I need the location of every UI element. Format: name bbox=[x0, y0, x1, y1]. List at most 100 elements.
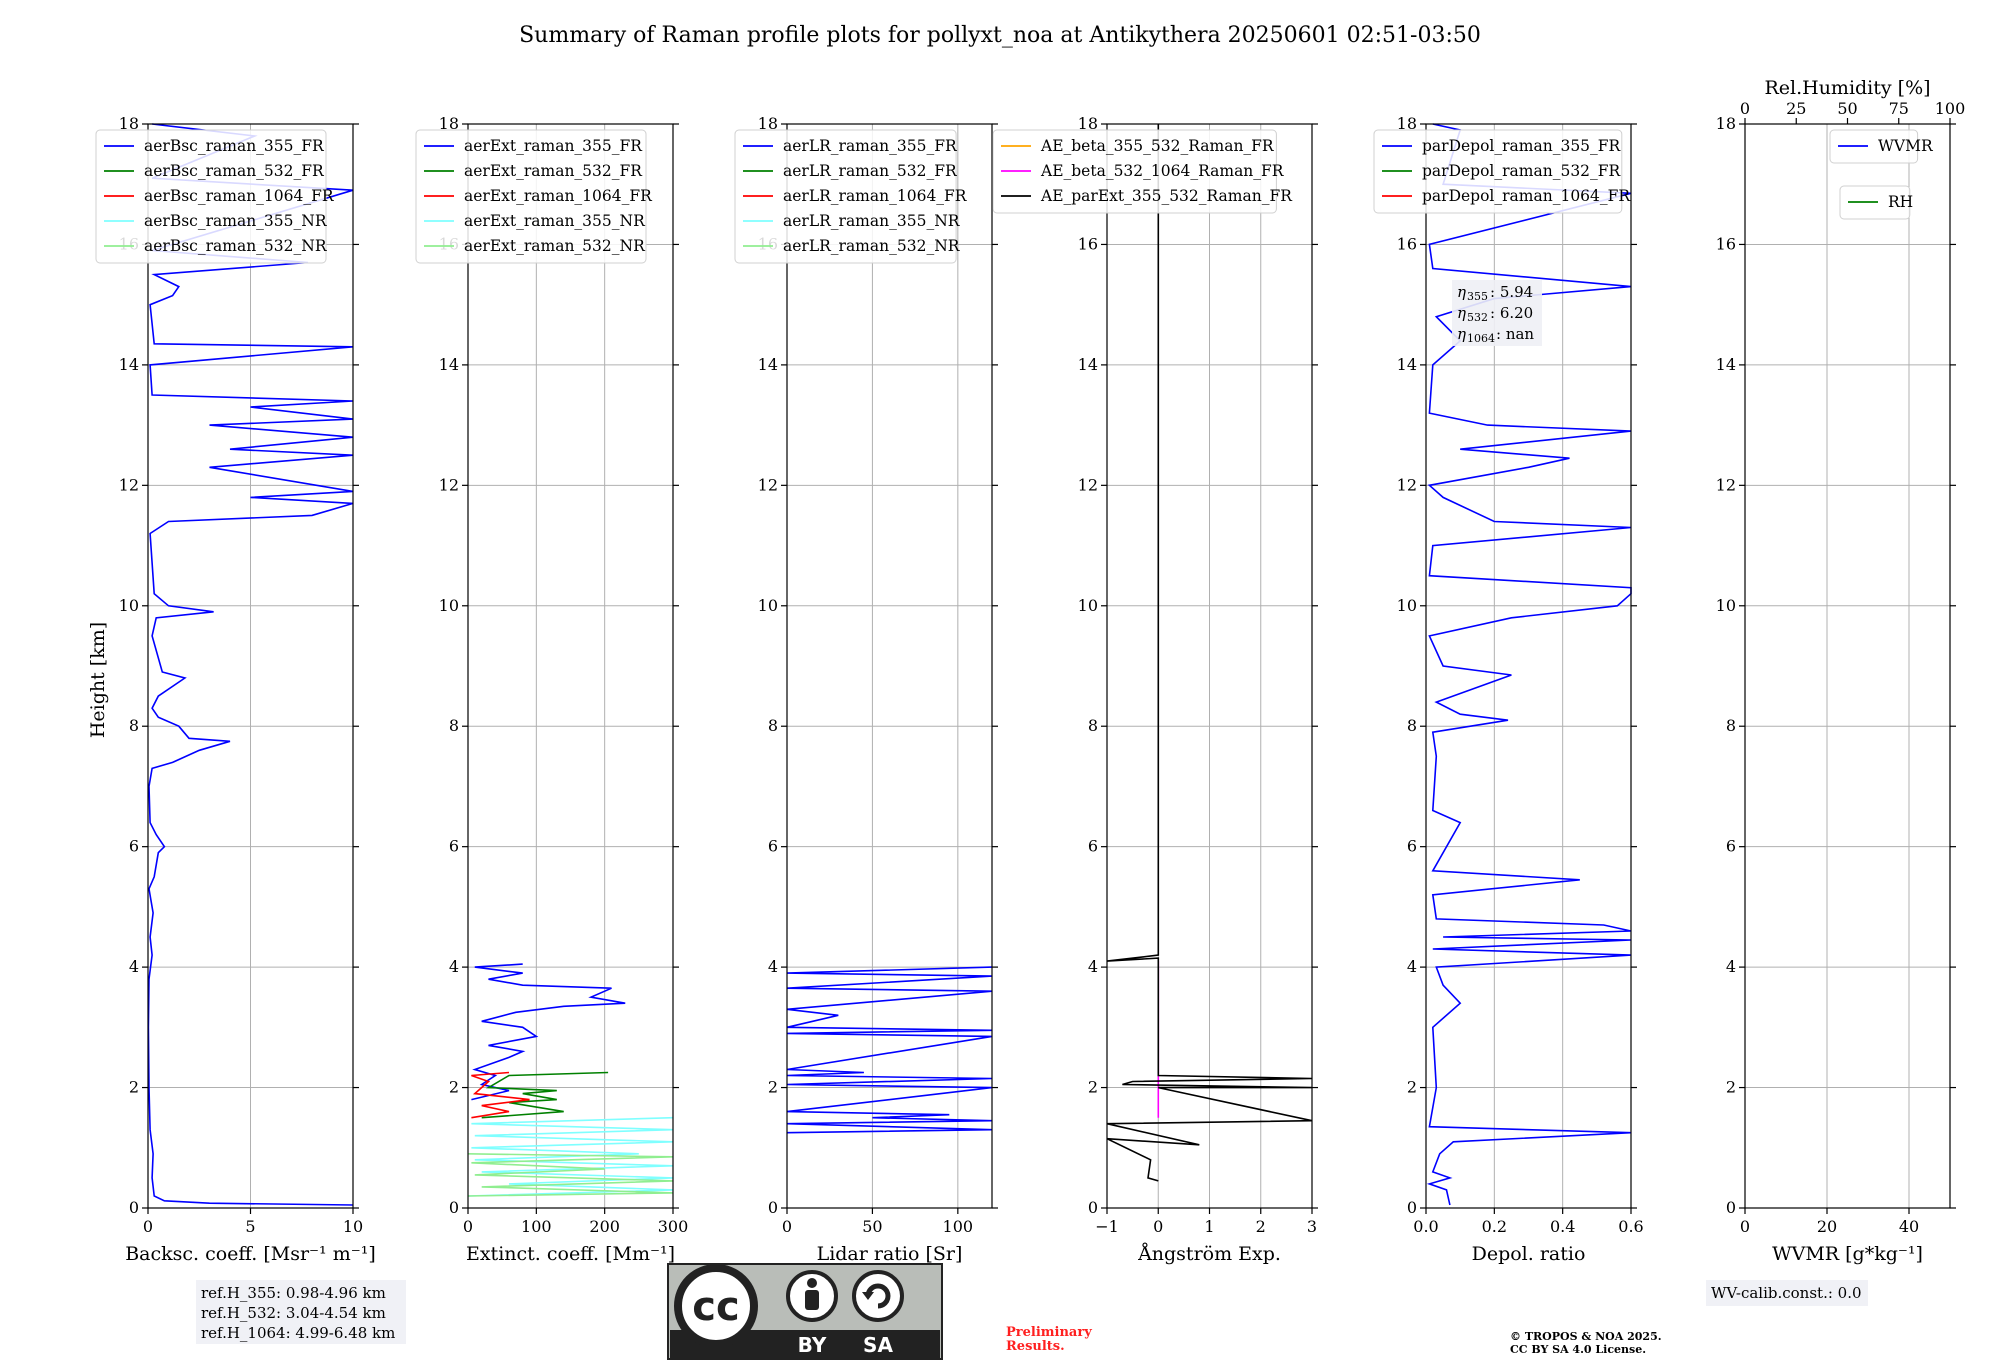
legend-box bbox=[415, 129, 647, 264]
top-tick-label: 100 bbox=[1935, 99, 1966, 118]
series-line-aerExt_raman_355_FR bbox=[471, 963, 626, 1101]
y-tick-label: 10 bbox=[1397, 596, 1417, 615]
preliminary-line-2: Results. bbox=[1006, 1339, 1065, 1354]
y-tick-label: 14 bbox=[119, 355, 139, 374]
legend-label: aerBsc_raman_355_NR bbox=[144, 212, 328, 230]
y-tick-label: 18 bbox=[758, 114, 778, 133]
legend-label: aerBsc_raman_1064_FR bbox=[144, 187, 335, 205]
legend-label: aerExt_raman_532_FR bbox=[464, 162, 643, 180]
wv-calib-text: WV-calib.const.: 0.0 bbox=[1711, 1284, 1862, 1302]
y-tick-label: 6 bbox=[449, 837, 459, 856]
legend-label: aerLR_raman_532_NR bbox=[783, 237, 961, 255]
y-tick-label: 2 bbox=[129, 1078, 139, 1097]
y-tick-label: 18 bbox=[119, 114, 139, 133]
y-tick-label: 10 bbox=[119, 596, 139, 615]
legend-label: parDepol_raman_1064_FR bbox=[1422, 187, 1631, 205]
y-tick-label: 8 bbox=[1088, 716, 1098, 735]
legend-label: aerExt_raman_355_FR bbox=[464, 137, 643, 155]
x-tick-label: 3 bbox=[1307, 1217, 1317, 1236]
panels: 0246810121416180510Backsc. coeff. [Msr⁻¹… bbox=[95, 77, 1966, 1265]
y-tick-label: 12 bbox=[758, 475, 778, 494]
y-tick-label: 8 bbox=[768, 716, 778, 735]
x-tick-label: 0.6 bbox=[1618, 1217, 1643, 1236]
y-tick-label: 8 bbox=[1726, 716, 1736, 735]
legend-box bbox=[1829, 129, 1919, 164]
top-tick-label: 50 bbox=[1837, 99, 1857, 118]
y-tick-label: 12 bbox=[1397, 475, 1417, 494]
y-tick-label: 6 bbox=[1407, 837, 1417, 856]
series-line-aerLR_raman_355_FR bbox=[786, 966, 993, 1134]
y-tick-label: 8 bbox=[129, 716, 139, 735]
y-tick-label: 0 bbox=[1407, 1198, 1417, 1217]
y-tick-label: 4 bbox=[768, 957, 778, 976]
legend-label: parDepol_raman_355_FR bbox=[1422, 137, 1622, 155]
y-tick-label: 10 bbox=[1078, 596, 1098, 615]
y-tick-label: 4 bbox=[129, 957, 139, 976]
x-tick-label: 20 bbox=[1817, 1217, 1837, 1236]
cc-by-sa-badge: cc BY SA bbox=[667, 1263, 943, 1360]
plot-frame bbox=[1425, 123, 1632, 1209]
x-tick-label: 100 bbox=[943, 1217, 974, 1236]
eta-box: η 355 : 5.94 η 532 : 6.20 η 1064 : nan bbox=[1452, 280, 1542, 346]
share-alike-icon bbox=[852, 1270, 904, 1322]
y-tick-label: 10 bbox=[439, 596, 459, 615]
y-tick-label: 14 bbox=[758, 355, 778, 374]
y-tick-label: 18 bbox=[1716, 114, 1736, 133]
x-tick-label: 0 bbox=[463, 1217, 473, 1236]
y-tick-label: 18 bbox=[439, 114, 459, 133]
y-tick-label: 18 bbox=[1078, 114, 1098, 133]
series-line-aerExt_raman_532_NR bbox=[467, 1153, 674, 1197]
y-tick-label: 8 bbox=[1407, 716, 1417, 735]
legend-label: aerLR_raman_355_FR bbox=[783, 137, 958, 155]
x-tick-label: 0.4 bbox=[1550, 1217, 1575, 1236]
y-tick-label: 2 bbox=[1407, 1078, 1417, 1097]
x-tick-label: 200 bbox=[589, 1217, 620, 1236]
y-tick-label: 6 bbox=[768, 837, 778, 856]
plot-frame bbox=[786, 123, 993, 1209]
ref-h-1064: ref.H_1064: 4.99-6.48 km bbox=[201, 1324, 395, 1342]
y-tick-label: 8 bbox=[449, 716, 459, 735]
legend-label: aerBsc_raman_532_NR bbox=[144, 237, 328, 255]
y-tick-label: 4 bbox=[449, 957, 459, 976]
series-line-aerExt_raman_532_FR bbox=[481, 1071, 609, 1119]
y-tick-label: 14 bbox=[439, 355, 459, 374]
legend-label: aerBsc_raman_532_FR bbox=[144, 162, 325, 180]
plot-frame bbox=[1744, 123, 1951, 1209]
y-tick-label: 0 bbox=[1088, 1198, 1098, 1217]
copyright-line-2: CC BY SA 4.0 License. bbox=[1510, 1343, 1646, 1356]
y-tick-label: 2 bbox=[449, 1078, 459, 1097]
y-tick-label: 14 bbox=[1716, 355, 1736, 374]
y-tick-label: 6 bbox=[129, 837, 139, 856]
x-tick-label: 2 bbox=[1256, 1217, 1266, 1236]
x-tick-label: −1 bbox=[1095, 1217, 1119, 1236]
legend-label: AE_beta_532_1064_Raman_FR bbox=[1040, 162, 1285, 180]
eta-1064-symbol: η bbox=[1457, 325, 1466, 343]
x-axis-label: WVMR [g*kg⁻¹] bbox=[1772, 1243, 1923, 1265]
series-line-parDepol_raman_355_FR bbox=[1426, 123, 1632, 1206]
y-tick-label: 10 bbox=[758, 596, 778, 615]
wv-calib-box: WV-calib.const.: 0.0 bbox=[1706, 1280, 1868, 1306]
y-tick-label: 16 bbox=[1078, 234, 1098, 253]
by-label: BY bbox=[798, 1333, 827, 1357]
y-tick-label: 0 bbox=[768, 1198, 778, 1217]
y-tick-label: 0 bbox=[129, 1198, 139, 1217]
y-tick-label: 0 bbox=[449, 1198, 459, 1217]
panel-1: 0246810121416180510Backsc. coeff. [Msr⁻¹… bbox=[95, 114, 376, 1265]
x-tick-label: 10 bbox=[343, 1217, 363, 1236]
legend-label: AE_parExt_355_532_Raman_FR bbox=[1040, 187, 1293, 205]
top-axis-label: Rel.Humidity [%] bbox=[1764, 77, 1930, 99]
y-tick-label: 18 bbox=[1397, 114, 1417, 133]
sa-label: SA bbox=[863, 1333, 893, 1357]
x-tick-label: 5 bbox=[245, 1217, 255, 1236]
x-axis-label: Extinct. coeff. [Mm⁻¹] bbox=[466, 1243, 675, 1265]
legend-box bbox=[734, 129, 957, 264]
top-tick-label: 75 bbox=[1889, 99, 1909, 118]
legend-label: parDepol_raman_532_FR bbox=[1422, 162, 1622, 180]
legend-label: RH bbox=[1888, 193, 1913, 211]
x-axis-label: Depol. ratio bbox=[1472, 1243, 1586, 1265]
y-tick-label: 2 bbox=[768, 1078, 778, 1097]
y-tick-label: 12 bbox=[119, 475, 139, 494]
y-tick-label: 6 bbox=[1088, 837, 1098, 856]
